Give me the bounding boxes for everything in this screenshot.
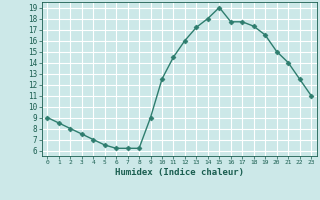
X-axis label: Humidex (Indice chaleur): Humidex (Indice chaleur) [115, 168, 244, 177]
